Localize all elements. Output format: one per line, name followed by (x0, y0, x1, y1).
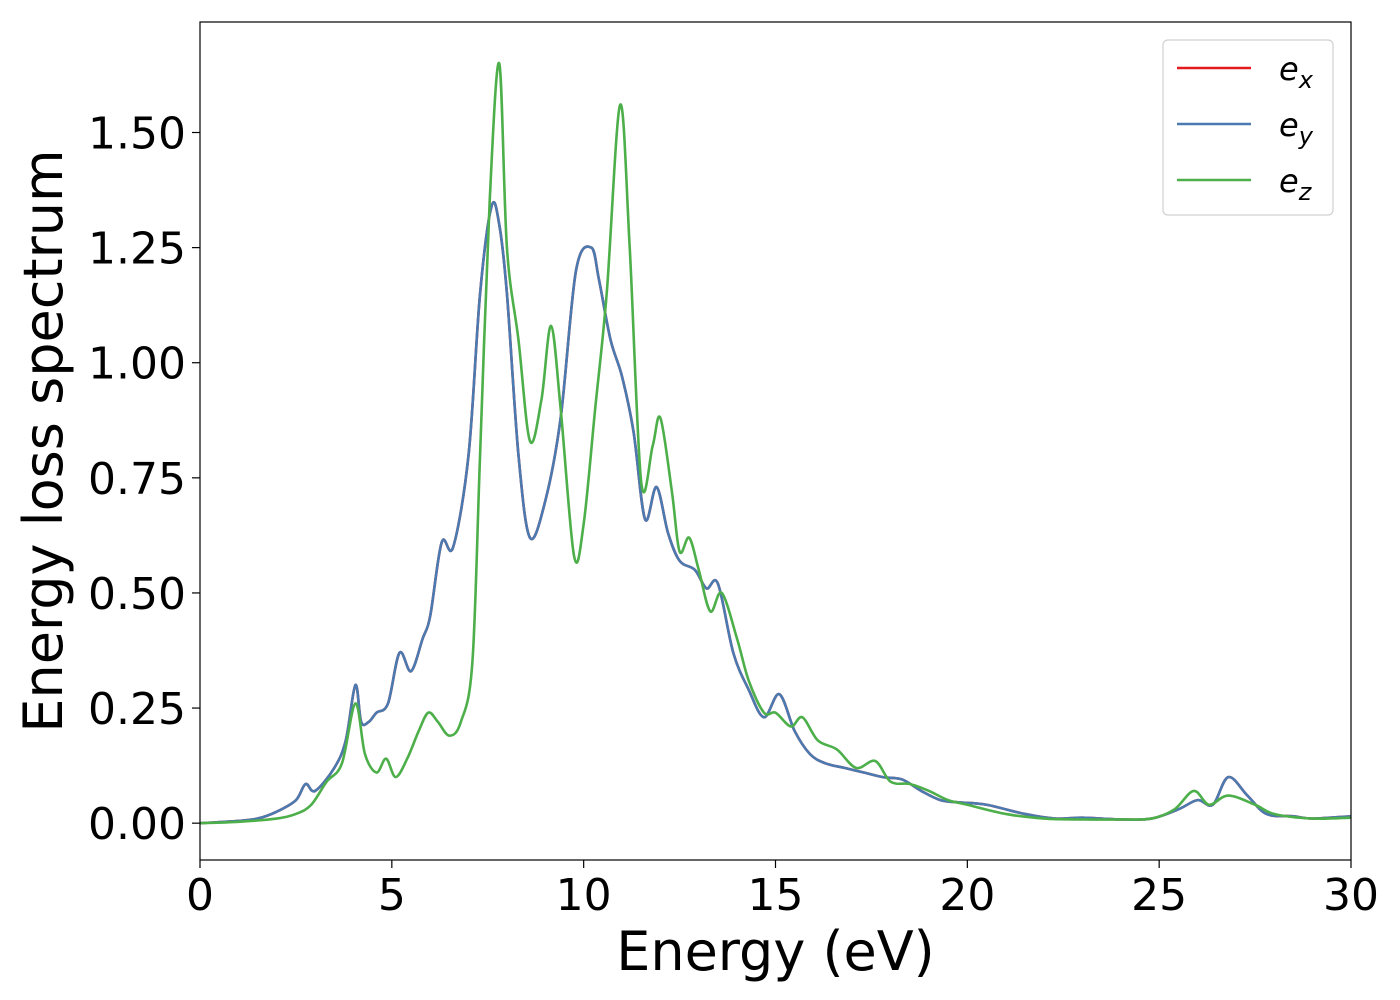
x-tick-label: 30 (1323, 870, 1379, 921)
legend-label-subscript: x (1298, 66, 1314, 94)
y-tick-label: 0.00 (88, 799, 186, 850)
x-tick-label: 25 (1131, 870, 1187, 921)
y-tick-label: 0.25 (88, 684, 186, 735)
x-tick-label: 5 (378, 870, 406, 921)
x-tick-label: 10 (556, 870, 612, 921)
y-tick-label: 0.50 (88, 569, 186, 620)
legend-label-base: e (1279, 106, 1299, 144)
legend-label-subscript: y (1298, 122, 1314, 150)
y-axis-label: Energy loss spectrum (12, 149, 75, 732)
x-axis: 0 5 10 15 20 25 30 (186, 860, 1379, 921)
y-tick-label: 0.75 (88, 454, 186, 505)
x-tick-label: 20 (939, 870, 995, 921)
x-axis-label: Energy (eV) (616, 920, 935, 983)
y-axis: 0.00 0.25 0.50 0.75 1.00 1.25 1.50 (88, 109, 200, 850)
legend-label: ex (1279, 50, 1314, 94)
legend-box (1162, 39, 1334, 216)
series-line-ez (199, 61, 1352, 825)
y-tick-label: 1.50 (88, 109, 186, 160)
legend-label: ey (1279, 106, 1314, 150)
x-tick-label: 0 (186, 870, 214, 921)
legend-label-base: e (1279, 50, 1299, 88)
legend-label-base: e (1279, 162, 1299, 200)
y-tick-label: 1.25 (88, 224, 186, 275)
series-layer (199, 61, 1352, 825)
legend-label-subscript: z (1298, 178, 1313, 206)
legend-label: ez (1279, 162, 1313, 206)
x-tick-label: 15 (748, 870, 804, 921)
y-tick-label: 1.00 (88, 339, 186, 390)
